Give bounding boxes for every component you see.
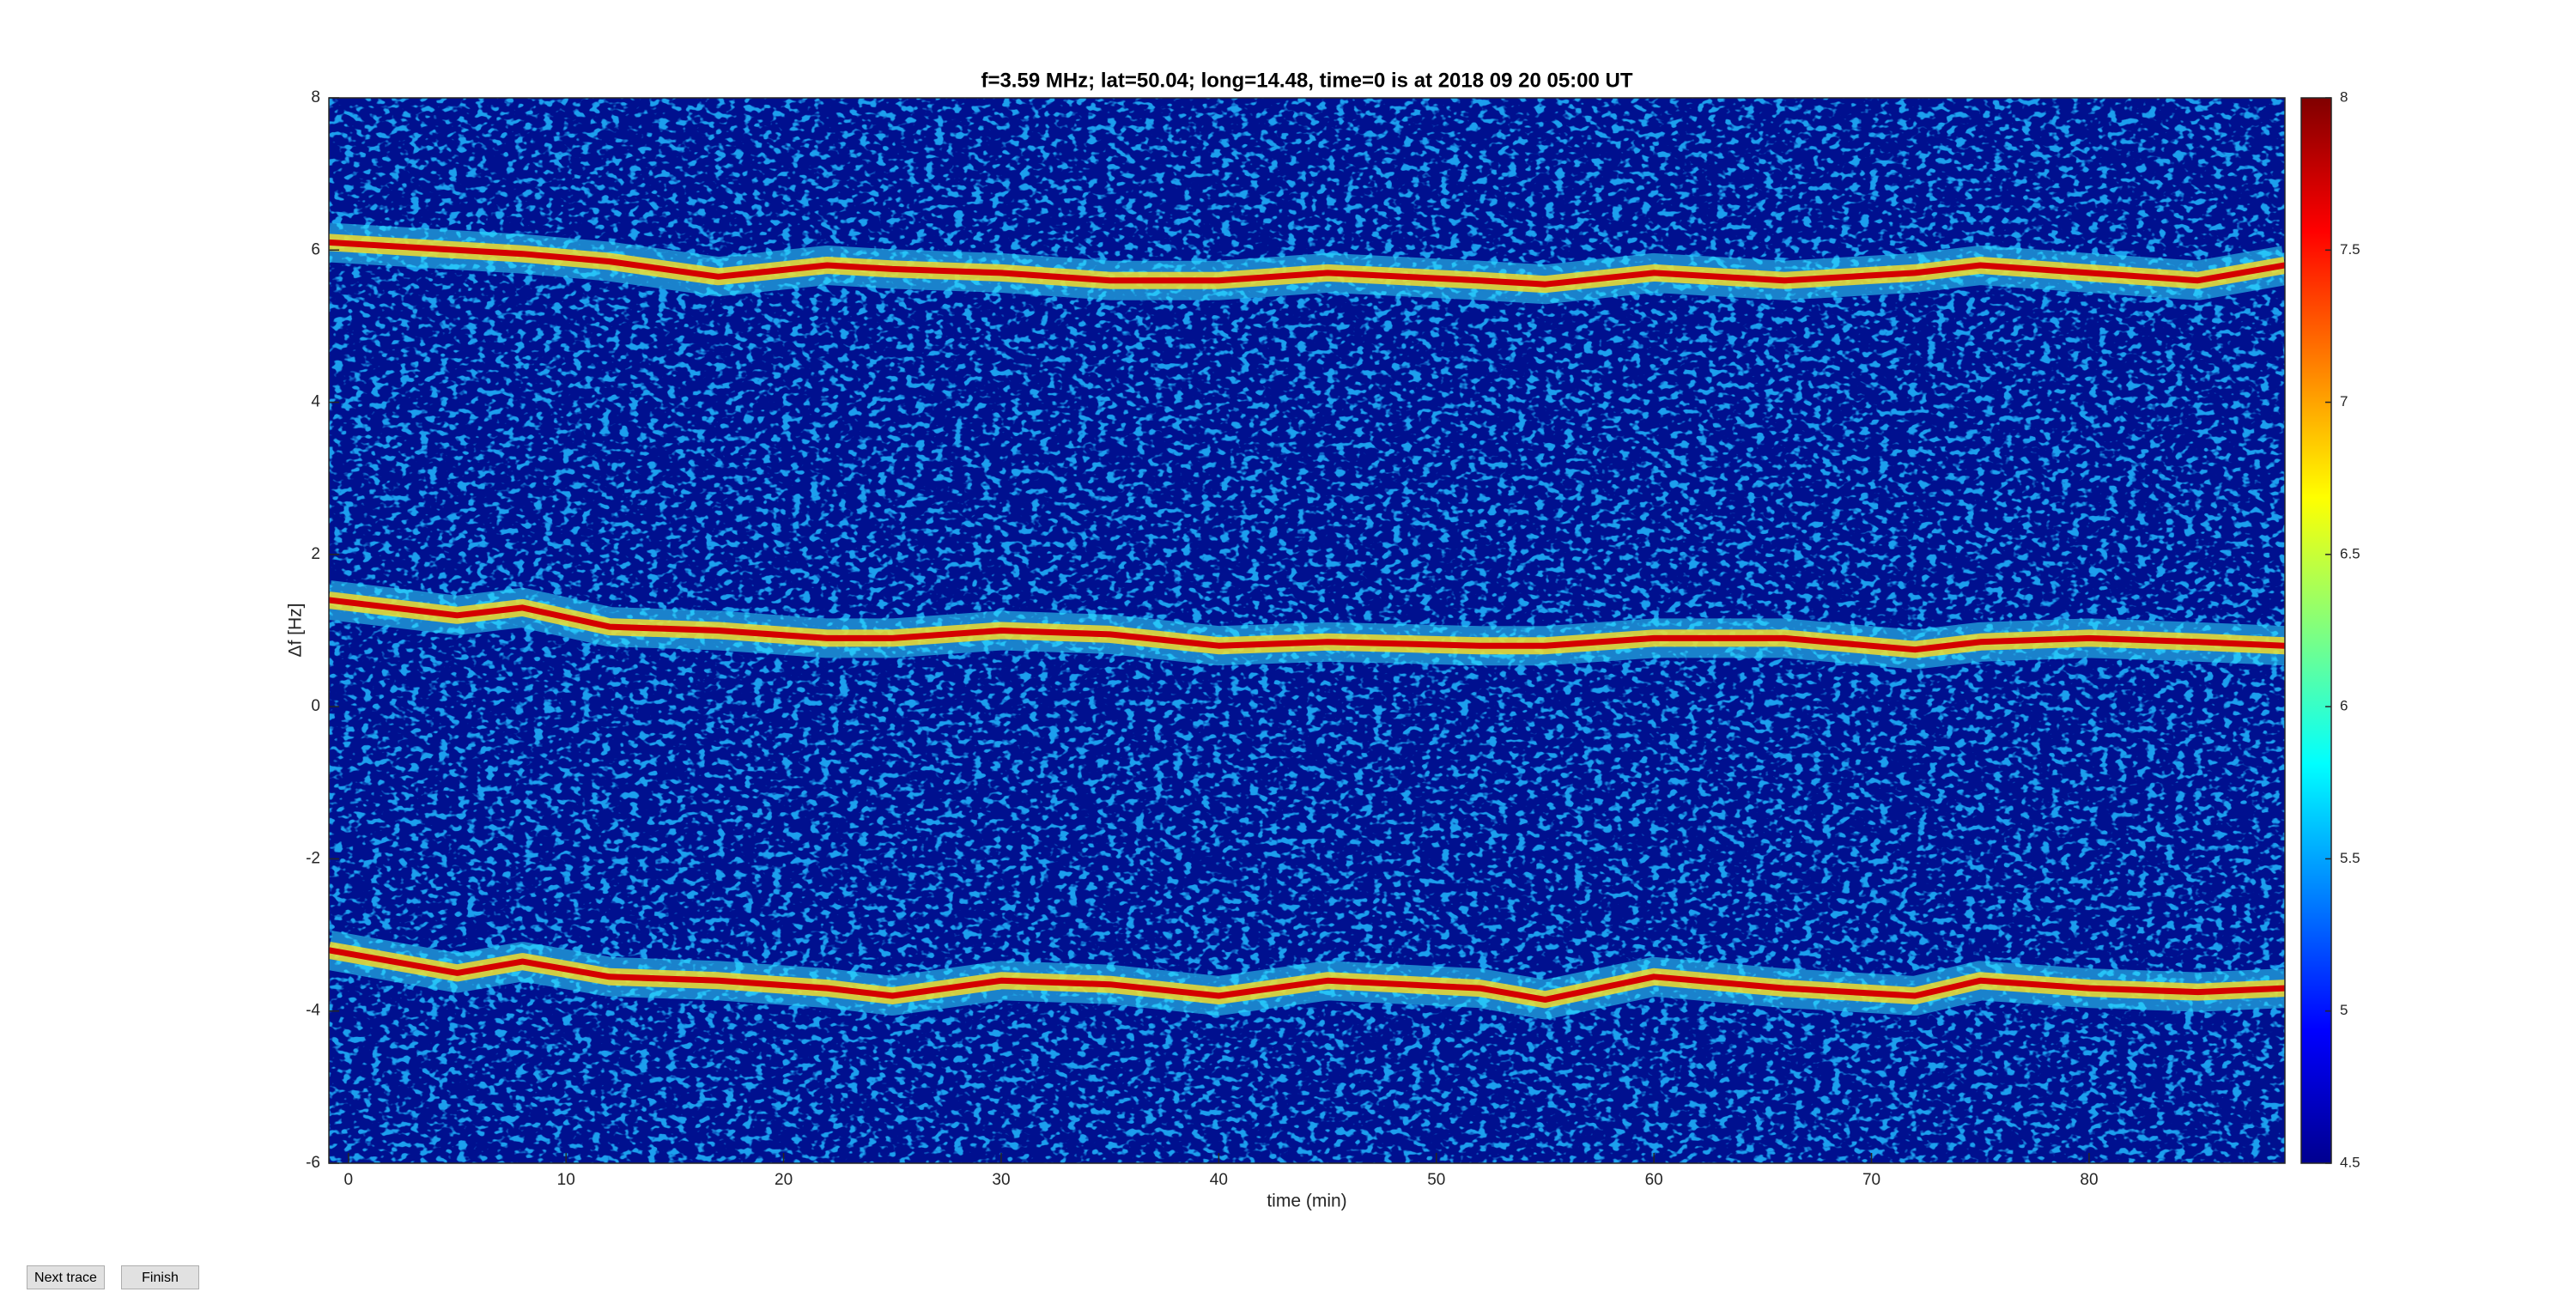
chart: f=3.59 MHz; lat=50.04; long=14.48, time=…: [286, 69, 2360, 1211]
colorbar: [2300, 97, 2332, 1164]
y-tick-label: 2: [311, 545, 320, 563]
trace-line: [329, 239, 2285, 288]
y-tick-label: 6: [311, 240, 320, 258]
next-trace-button[interactable]: Next trace: [27, 1265, 105, 1289]
colorbar-tick-label: 7: [2340, 393, 2348, 409]
x-tick-label: 80: [2080, 1171, 2098, 1189]
colorbar-tick-label: 5: [2340, 1002, 2348, 1018]
x-tick-label: 20: [775, 1171, 793, 1189]
y-tick-label: 8: [311, 88, 320, 106]
y-tick-label: 0: [311, 697, 320, 715]
colorbar-tick-label: 6: [2340, 698, 2348, 714]
colorbar-tick-label: 8: [2340, 88, 2348, 105]
x-tick-label: 0: [344, 1171, 354, 1189]
x-tick-label: 60: [1645, 1171, 1663, 1189]
chart-title: f=3.59 MHz; lat=50.04; long=14.48, time=…: [981, 69, 1632, 92]
plot-area: [329, 98, 2285, 1163]
y-tick-label: 4: [311, 393, 320, 411]
y-tick-label: -6: [306, 1154, 320, 1172]
x-tick-label: 50: [1427, 1171, 1445, 1189]
trace-line: [329, 597, 2285, 653]
colorbar-tick-label: 4.5: [2340, 1154, 2360, 1170]
trace-line: [329, 947, 2285, 1003]
x-tick-label: 40: [1210, 1171, 1228, 1189]
axes-frame: [328, 97, 2286, 1164]
y-axis-label: Δf [Hz]: [286, 603, 306, 657]
colorbar-tick-label: 7.5: [2340, 241, 2360, 258]
x-tick-label: 10: [557, 1171, 575, 1189]
finish-button[interactable]: Finish: [121, 1265, 199, 1289]
colorbar-tick-label: 5.5: [2340, 850, 2360, 866]
x-tick-label: 70: [1862, 1171, 1880, 1189]
y-tick-label: -4: [306, 1002, 320, 1020]
x-tick-label: 30: [992, 1171, 1010, 1189]
y-tick-label: -2: [306, 849, 320, 867]
colorbar-tick-label: 6.5: [2340, 545, 2360, 561]
x-axis-label: time (min): [1267, 1192, 1346, 1211]
